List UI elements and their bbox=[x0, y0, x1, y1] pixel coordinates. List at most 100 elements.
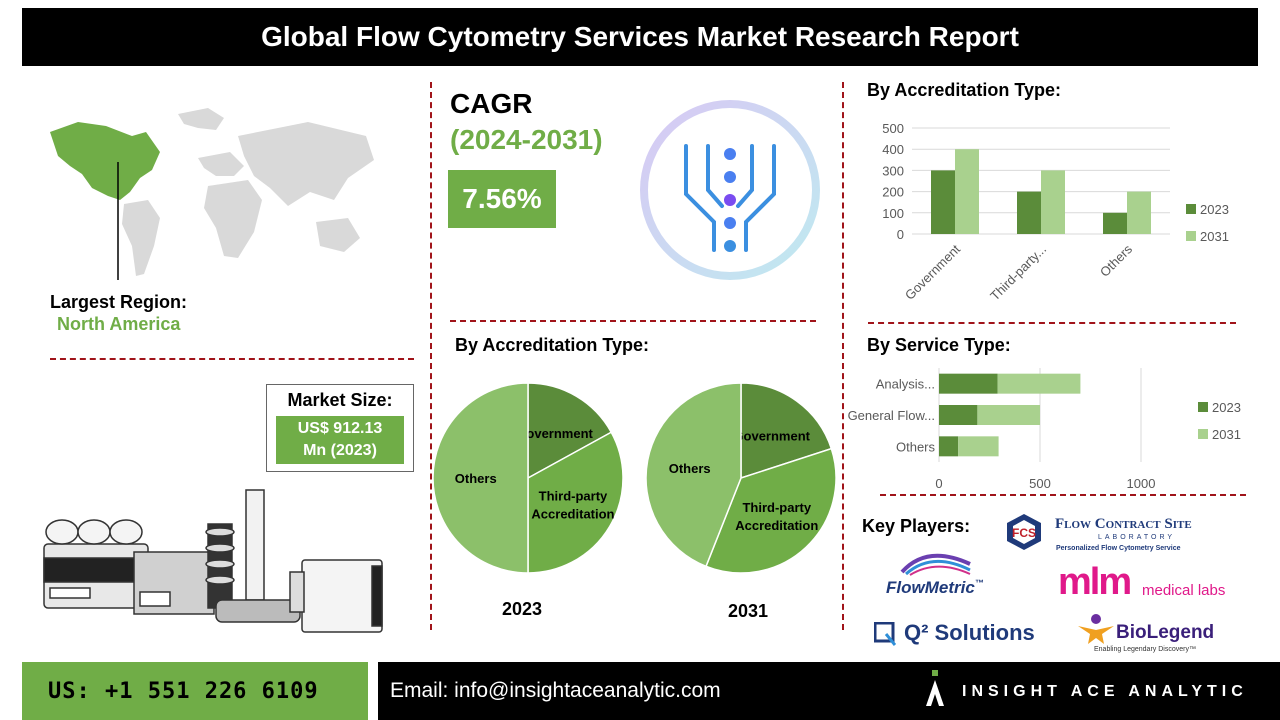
bar-2031 bbox=[955, 149, 979, 234]
y-tick-label: 400 bbox=[882, 142, 904, 157]
y-tick-label: 100 bbox=[882, 206, 904, 221]
pie-chart-2023: Government Third-party Accreditation Others bbox=[432, 382, 624, 574]
pie-slice-label: Others bbox=[669, 461, 711, 476]
instrument-right bbox=[289, 559, 383, 633]
pie-year-2031: 2031 bbox=[728, 601, 769, 621]
bar-chart-bars bbox=[931, 149, 1151, 234]
flowmetric-logo: FlowMetric™ bbox=[886, 578, 984, 598]
pie-slice-label: Government bbox=[516, 426, 593, 441]
largest-region-value: North America bbox=[57, 314, 181, 334]
service-type-chart: 0 500 1000 Analysis... General Flow... Others… bbox=[848, 368, 1241, 491]
service-chart-bars bbox=[939, 373, 1081, 457]
service-chart-labels: 0 500 1000 Analysis... General Flow... Others bbox=[848, 377, 1156, 491]
bar-2031 bbox=[958, 436, 999, 457]
pie-slice-label: Third-party bbox=[742, 500, 811, 515]
y-tick-label: Analysis... bbox=[876, 377, 935, 392]
legend-swatch bbox=[1198, 429, 1208, 439]
flowmetric-name: FlowMetric bbox=[886, 578, 975, 597]
biolegend-name: BioLegend bbox=[1116, 622, 1215, 643]
accreditation-pie-charts: Government Third-party Accreditation Others… bbox=[432, 382, 837, 574]
instrument-left bbox=[43, 519, 149, 609]
divider-right-mid bbox=[880, 494, 1246, 496]
q2-solutions-name: Q² Solutions bbox=[904, 620, 1035, 645]
bar-2031 bbox=[1127, 191, 1151, 234]
fcs-hexagon-icon: FCS bbox=[1007, 514, 1041, 550]
cagr-period: (2024-2031) bbox=[450, 124, 603, 155]
y-tick-label: 200 bbox=[882, 185, 904, 200]
x-tick-label: Government bbox=[902, 241, 963, 302]
bar-2023 bbox=[939, 436, 959, 457]
accreditation-pie-title: By Accreditation Type: bbox=[455, 335, 650, 355]
funnel-icon bbox=[640, 100, 820, 280]
mlm-mark: mlm bbox=[1058, 561, 1132, 603]
y-tick-label: Others bbox=[896, 439, 936, 454]
australia-shape bbox=[316, 218, 360, 252]
bar-2031 bbox=[997, 373, 1081, 394]
pie-slice-label: Accreditation bbox=[531, 507, 614, 522]
legend-swatch bbox=[1198, 402, 1208, 412]
pie-slice bbox=[645, 382, 742, 568]
pie-slice-label: Others bbox=[455, 471, 497, 486]
pie-slice bbox=[527, 382, 613, 480]
flow-contract-site-sub: LABORATORY bbox=[1098, 534, 1176, 541]
mlm-name: medical labs bbox=[1142, 582, 1226, 599]
bar-2031 bbox=[977, 405, 1040, 425]
pie-year-2023: 2023 bbox=[502, 599, 543, 619]
flow-contract-site-tagline: Personalized Flow Cytometry Service bbox=[1056, 545, 1181, 552]
x-tick-label: Others bbox=[1097, 241, 1136, 280]
greenland-shape bbox=[178, 108, 224, 130]
biolegend-figure-icon bbox=[1078, 614, 1114, 644]
legend-label: 2023 bbox=[1200, 202, 1229, 217]
x-tick-label: 0 bbox=[935, 476, 942, 491]
divider-center bbox=[450, 320, 816, 322]
world-map bbox=[50, 108, 374, 280]
instrument-center bbox=[133, 489, 301, 623]
y-tick-label: 300 bbox=[882, 163, 904, 178]
divider-left bbox=[50, 358, 414, 360]
bar-2023 bbox=[931, 170, 955, 234]
market-size-line2: Mn (2023) bbox=[303, 442, 377, 459]
insight-ace-logo-icon bbox=[926, 670, 944, 706]
north-america-shape bbox=[50, 122, 160, 200]
flow-cytometer-illustration bbox=[43, 489, 383, 633]
legend-swatch bbox=[1186, 204, 1196, 214]
cagr-title: CAGR bbox=[450, 88, 533, 119]
x-tick-label: Third-party... bbox=[987, 242, 1049, 304]
y-tick-label: General Flow... bbox=[848, 408, 935, 423]
legend-label: 2023 bbox=[1212, 400, 1241, 415]
bar-chart-legend: 2023 2031 bbox=[1186, 202, 1229, 244]
y-tick-label: 0 bbox=[897, 227, 904, 242]
pie-slice bbox=[527, 431, 624, 574]
service-type-title: By Service Type: bbox=[867, 335, 1011, 355]
largest-region-label: Largest Region: bbox=[50, 292, 188, 312]
europe-shape bbox=[198, 152, 244, 176]
market-size-label: Market Size: bbox=[287, 390, 393, 410]
bar-2023 bbox=[939, 405, 978, 425]
accreditation-bar-chart: 0 100 200 300 400 500 Government Third-party...… bbox=[882, 121, 1229, 304]
pie-slice-label: Government bbox=[733, 429, 810, 444]
flow-contract-site-logo: FCS bbox=[1004, 512, 1044, 552]
cagr-value: 7.56% bbox=[448, 170, 556, 228]
divider-vertical-right bbox=[842, 82, 844, 630]
x-tick-label: 1000 bbox=[1127, 476, 1156, 491]
asia-shape bbox=[238, 122, 374, 206]
pie-chart-2031: Government Third-party Accreditation Others bbox=[645, 382, 837, 574]
pie-slice bbox=[705, 447, 837, 574]
divider-vertical-left bbox=[430, 82, 432, 630]
q2-icon bbox=[874, 622, 896, 646]
bar-2023 bbox=[1103, 212, 1127, 234]
divider-right-top bbox=[868, 322, 1236, 324]
accreditation-bar-title: By Accreditation Type: bbox=[867, 80, 1062, 100]
africa-shape bbox=[204, 180, 262, 258]
page-title: Global Flow Cytometry Services Market Re… bbox=[22, 8, 1258, 66]
service-chart-legend: 2023 2031 bbox=[1198, 400, 1241, 442]
key-players-title: Key Players: bbox=[862, 516, 971, 536]
bar-2031 bbox=[1041, 170, 1065, 234]
market-size-value: US$ 912.13 Mn (2023) bbox=[276, 416, 404, 464]
pie-slice-label: Accreditation bbox=[735, 518, 818, 533]
flow-contract-site-name: Flow Contract Site bbox=[1055, 516, 1192, 532]
flowmetric-wave-icon bbox=[900, 553, 971, 576]
bar-2023 bbox=[939, 373, 998, 394]
legend-label: 2031 bbox=[1212, 427, 1241, 442]
legend-swatch bbox=[1186, 231, 1196, 241]
